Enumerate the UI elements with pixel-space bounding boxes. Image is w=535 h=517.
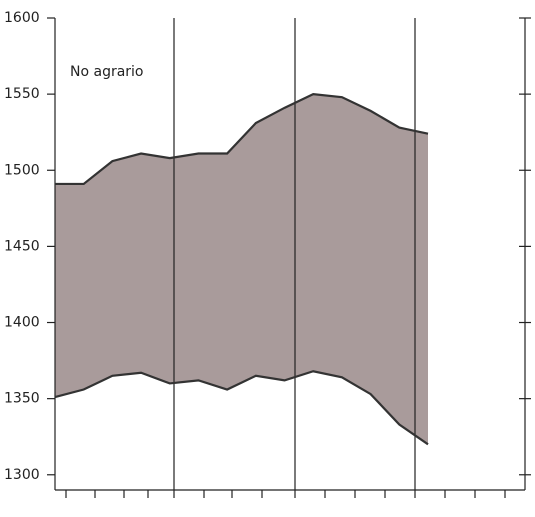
y-tick-label: 1350 bbox=[4, 391, 40, 407]
decor bbox=[54, 18, 526, 498]
band-edge bbox=[55, 93, 429, 186]
y-tick-label: 1400 bbox=[4, 315, 40, 331]
band-edge bbox=[54, 370, 429, 446]
y-tick-label: 1300 bbox=[4, 467, 40, 483]
y-tick-label: 1450 bbox=[4, 238, 40, 254]
y-tick-label: 1550 bbox=[4, 86, 40, 102]
x-ticks bbox=[65, 490, 506, 498]
annotation: No agrario bbox=[70, 64, 144, 80]
y-tick-label: 1600 bbox=[4, 10, 40, 26]
band-area bbox=[55, 94, 428, 445]
y-tick-label: 1500 bbox=[4, 162, 40, 178]
